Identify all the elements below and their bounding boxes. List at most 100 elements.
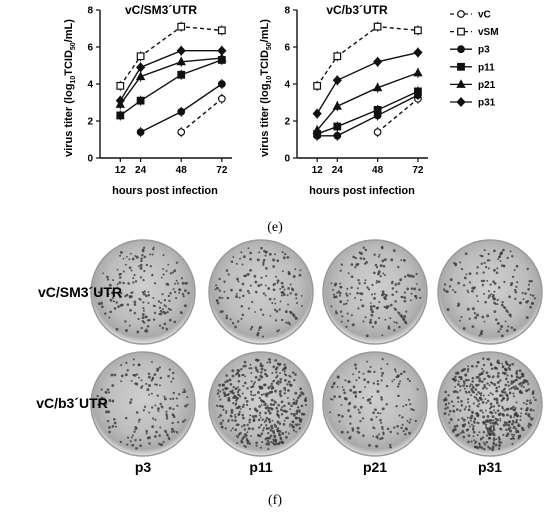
data-point [116,111,125,120]
data-point [373,105,382,114]
legend-item-p3: p3 [450,45,490,56]
data-point [414,26,422,35]
data-point [217,94,226,103]
data-point [333,52,342,61]
plaques [97,246,190,334]
data-point [116,81,125,90]
series-line [119,25,222,87]
data-point [372,82,383,92]
plaques [442,357,537,452]
y-tick-label: 0 [87,154,93,165]
legend-marker [457,62,465,71]
series-line [316,25,418,87]
x-tick-label: 12 [312,165,324,176]
legend-item-vsm: vSM [450,27,499,38]
plaque-dish [208,351,314,457]
x-axis-label: hours post infection [112,185,218,197]
y-tick-label: 4 [284,80,290,91]
data-point [136,52,145,61]
data-point [413,67,423,77]
legend-marker [456,97,466,107]
y-axis-label: virus titer (log10TCID50/mL) [259,19,273,157]
series-p11 [313,86,422,139]
x-tick-label: 24 [332,165,344,176]
data-point [332,101,343,110]
series-line [316,51,419,114]
data-point [333,131,342,140]
data-point [373,128,382,137]
data-point [177,128,186,137]
x-tick-label: 72 [412,165,424,176]
caption-f: (f) [268,493,282,508]
plaques [329,357,419,449]
y-tick-label: 8 [87,6,93,17]
caption-e: (e) [267,220,283,235]
data-point [217,80,226,88]
plaques [96,358,189,450]
plaque-dish [322,239,428,345]
data-point [115,95,125,106]
series-vsm [313,21,422,91]
legend-item-vc: vC [450,10,491,21]
col-label-p31: p31 [478,459,502,475]
col-label-p21: p21 [363,459,387,475]
series-line [316,90,419,135]
data-point [312,125,322,134]
data-point [373,22,382,31]
legend-label: p3 [478,45,490,56]
y-axis-label: virus titer (log10TCID50/mL) [63,19,77,157]
legend-item-p11: p11 [450,62,495,73]
series-layer [312,21,423,141]
y-tick-label: 0 [284,154,290,165]
series-vc [177,93,226,138]
legend: vC vSM p3 p11 p21 p31 [450,10,499,109]
row-label-vc-b3utr: vC/b3´UTR [36,395,108,411]
chart-title: vC/b3´UTR [326,3,388,17]
data-point [177,107,186,116]
x-tick-label: 12 [115,165,127,176]
series-line [119,59,223,117]
plaques [216,358,308,451]
data-point [136,96,145,105]
data-point [414,87,422,96]
data-point [217,45,227,56]
legend-marker [456,79,466,88]
data-point [177,70,186,79]
legend-marker [457,45,465,54]
plaque-dish [208,239,314,345]
plaque-dish [437,239,543,345]
x-tick-label: 48 [176,165,188,176]
legend-marker [457,10,465,18]
plaques [214,246,303,338]
data-point [217,26,226,35]
y-tick-label: 8 [284,6,290,17]
legend-label: p31 [478,98,496,109]
data-point [135,71,146,81]
col-label-p3: p3 [135,459,152,475]
y-tick-label: 6 [87,43,93,54]
dish-well [322,351,428,457]
legend-item-p31: p31 [450,97,496,109]
series-line [316,72,419,131]
x-axis-label: hours post infection [309,185,415,197]
dish-well [90,351,196,457]
data-point [217,52,227,62]
series-p31 [115,45,227,106]
data-point [136,128,145,137]
legend-label: vC [478,10,491,21]
dish-well [208,239,314,345]
series-vsm [116,21,226,91]
row-label-vc-sm3utr: vC/SM3´UTR [38,284,122,300]
series-line [180,98,223,133]
x-tick-label: 24 [135,165,147,176]
dish-well [437,239,543,345]
legend-label: p21 [478,80,496,91]
legend-label: p11 [478,62,495,73]
plaque-dish [437,351,543,457]
plaque-dish [90,239,196,345]
